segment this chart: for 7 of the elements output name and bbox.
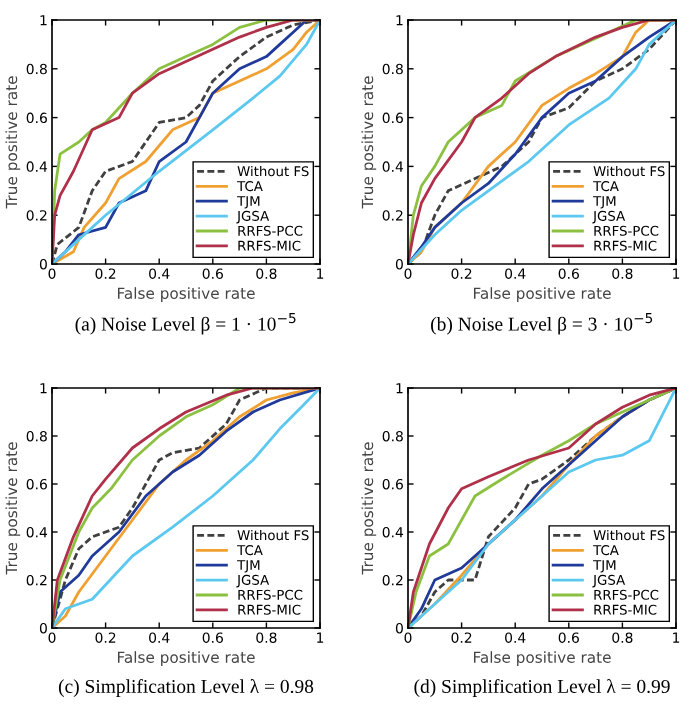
line-series bbox=[408, 20, 676, 264]
text: (b) Noise Level β = 3 · 10$^{−5}$ bbox=[431, 313, 653, 335]
line-series bbox=[408, 388, 676, 628]
line-series bbox=[52, 20, 320, 264]
text: (c) Simplification Level λ = 0.98 bbox=[58, 679, 314, 697]
text: (d) Simplification Level λ = 0.99 bbox=[414, 679, 670, 697]
text: (a) Noise Level β = 1 · 10$^{−5}$ bbox=[75, 313, 296, 335]
